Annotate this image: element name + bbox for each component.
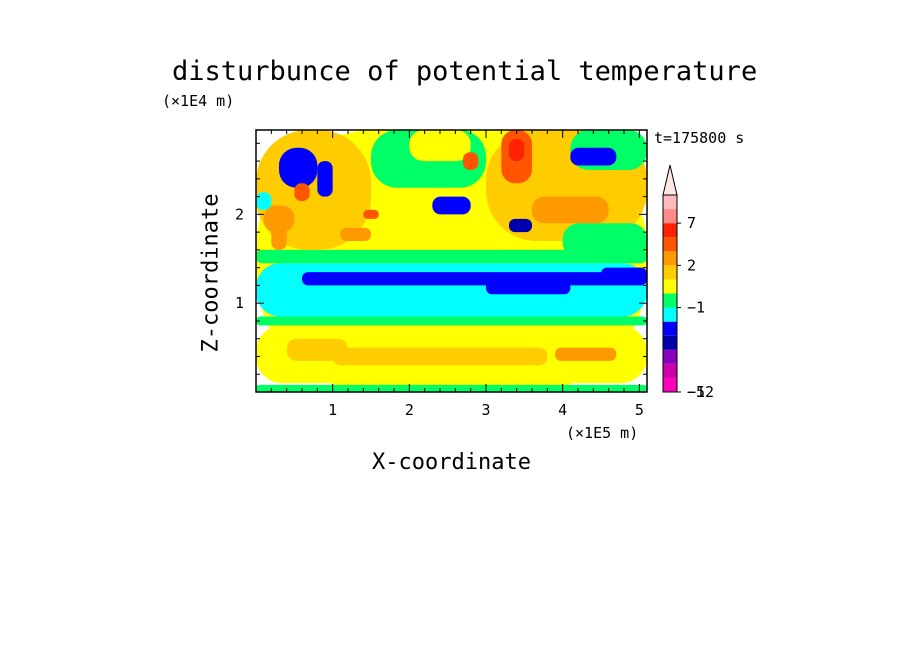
colorbar-band [663, 209, 677, 224]
field-region [409, 130, 471, 162]
colorbar-band [663, 349, 677, 364]
field-regions [256, 130, 647, 392]
colorbar-frame [662, 194, 678, 393]
field-region [256, 384, 647, 392]
colorbar-band [663, 265, 677, 280]
field-region [256, 192, 272, 210]
field-region [332, 347, 548, 366]
field-region [317, 161, 333, 197]
field-region [509, 138, 525, 162]
field-region [294, 183, 310, 202]
time-label: t=175800 s [654, 129, 745, 147]
x-tick-label: 4 [558, 401, 567, 419]
x-tick-label: 1 [328, 401, 337, 419]
field-region [532, 196, 609, 224]
field-region [279, 147, 318, 188]
plot-area [256, 130, 647, 392]
colorbar-band [663, 223, 677, 238]
x-scale-label: (×1E5 m) [566, 424, 639, 442]
chart-title: disturbunce of potential temperature [172, 56, 758, 87]
colorbar-label: −1 [687, 299, 705, 317]
field-region [271, 223, 287, 250]
colorbar-band [663, 377, 677, 392]
field-region [256, 263, 647, 317]
field-region [432, 196, 471, 215]
y-tick-label: 2 [235, 205, 244, 223]
plot-frame [255, 129, 648, 393]
y-scale-label: (×1E4 m) [162, 92, 235, 110]
x-axis-label: X-coordinate [372, 450, 531, 475]
field-region [486, 280, 571, 295]
field-region [562, 223, 647, 259]
colorbar-band [663, 279, 677, 294]
field-region [601, 267, 647, 281]
field-region [509, 218, 532, 233]
field-region [256, 249, 647, 264]
colorbar-label: 2 [687, 256, 696, 274]
colorbar-band [663, 307, 677, 322]
field-region [363, 209, 379, 219]
field-region [302, 272, 647, 286]
colorbar-band [663, 293, 677, 308]
field-region [463, 152, 479, 170]
field-region [570, 147, 617, 166]
field-region [340, 227, 371, 242]
field-region [555, 347, 617, 361]
field-region [263, 205, 295, 233]
colorbar-label: −5 [687, 383, 705, 401]
colorbar-label: −12 [687, 383, 714, 401]
x-tick-label: 5 [635, 401, 644, 419]
colorbar-band [663, 321, 677, 336]
x-tick-label: 2 [405, 401, 414, 419]
colorbar-band [663, 251, 677, 266]
colorbar: 7 2 −1 −5−12 [662, 164, 714, 401]
x-tick-label: 3 [481, 401, 490, 419]
colorbar-band [663, 363, 677, 378]
colorbar-extend-triangle [662, 164, 678, 196]
colorbar-band [663, 195, 677, 210]
axes: 1 2 3 4 5 1 2 [235, 129, 648, 419]
field-region [286, 338, 348, 361]
field-region [256, 316, 647, 326]
colorbar-band [663, 237, 677, 252]
colorbar-band [663, 335, 677, 350]
y-tick-label: 1 [235, 294, 244, 312]
colorbar-label: 7 [687, 214, 696, 232]
